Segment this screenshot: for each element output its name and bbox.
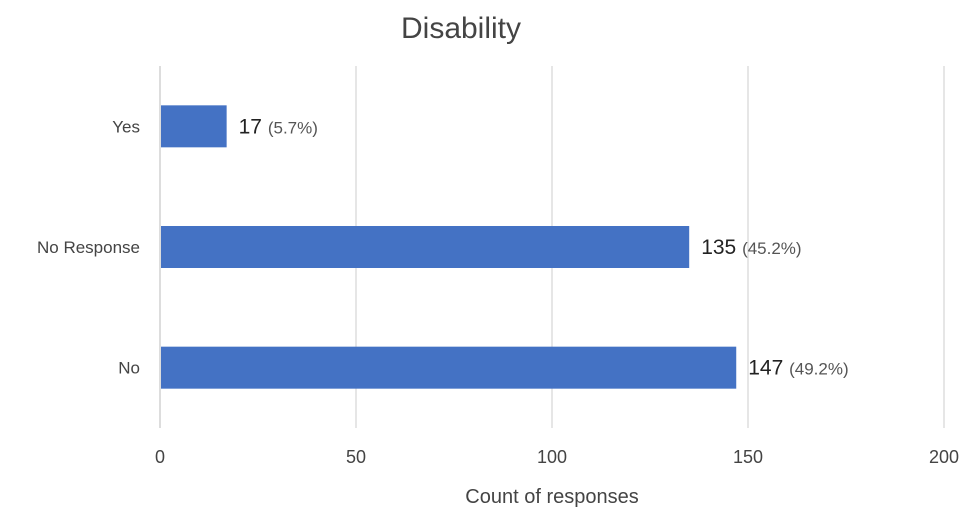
category-label: No	[118, 359, 140, 378]
chart-title: Disability	[401, 12, 521, 45]
category-label: Yes	[112, 117, 140, 136]
category-labels: Yes No Response No	[37, 117, 140, 377]
data-label: 135 (45.2%)	[701, 236, 801, 259]
data-label-count: 147	[748, 357, 789, 380]
data-label-percent: (45.2%)	[742, 239, 802, 258]
x-tick-label: 150	[733, 447, 763, 467]
category-label: No Response	[37, 238, 140, 257]
data-label-percent: (49.2%)	[789, 360, 849, 379]
bar	[161, 105, 227, 148]
data-label: 17 (5.7%)	[239, 115, 318, 138]
x-tick-label: 50	[346, 447, 366, 467]
bar	[161, 346, 737, 389]
bars	[161, 105, 737, 389]
data-label-count: 17	[239, 115, 268, 138]
data-labels: 17 (5.7%) 135 (45.2%) 147 (49.2%)	[239, 115, 849, 379]
x-tick-label: 0	[155, 447, 165, 467]
bar	[161, 226, 690, 268]
x-tick-label: 100	[537, 447, 567, 467]
x-axis-label: Count of responses	[465, 486, 638, 508]
x-tick-labels: 0 50 100 150 200	[155, 447, 959, 467]
data-label: 147 (49.2%)	[748, 357, 848, 380]
data-label-percent: (5.7%)	[268, 118, 318, 137]
x-tick-label: 200	[929, 447, 959, 467]
data-label-count: 135	[701, 236, 742, 259]
